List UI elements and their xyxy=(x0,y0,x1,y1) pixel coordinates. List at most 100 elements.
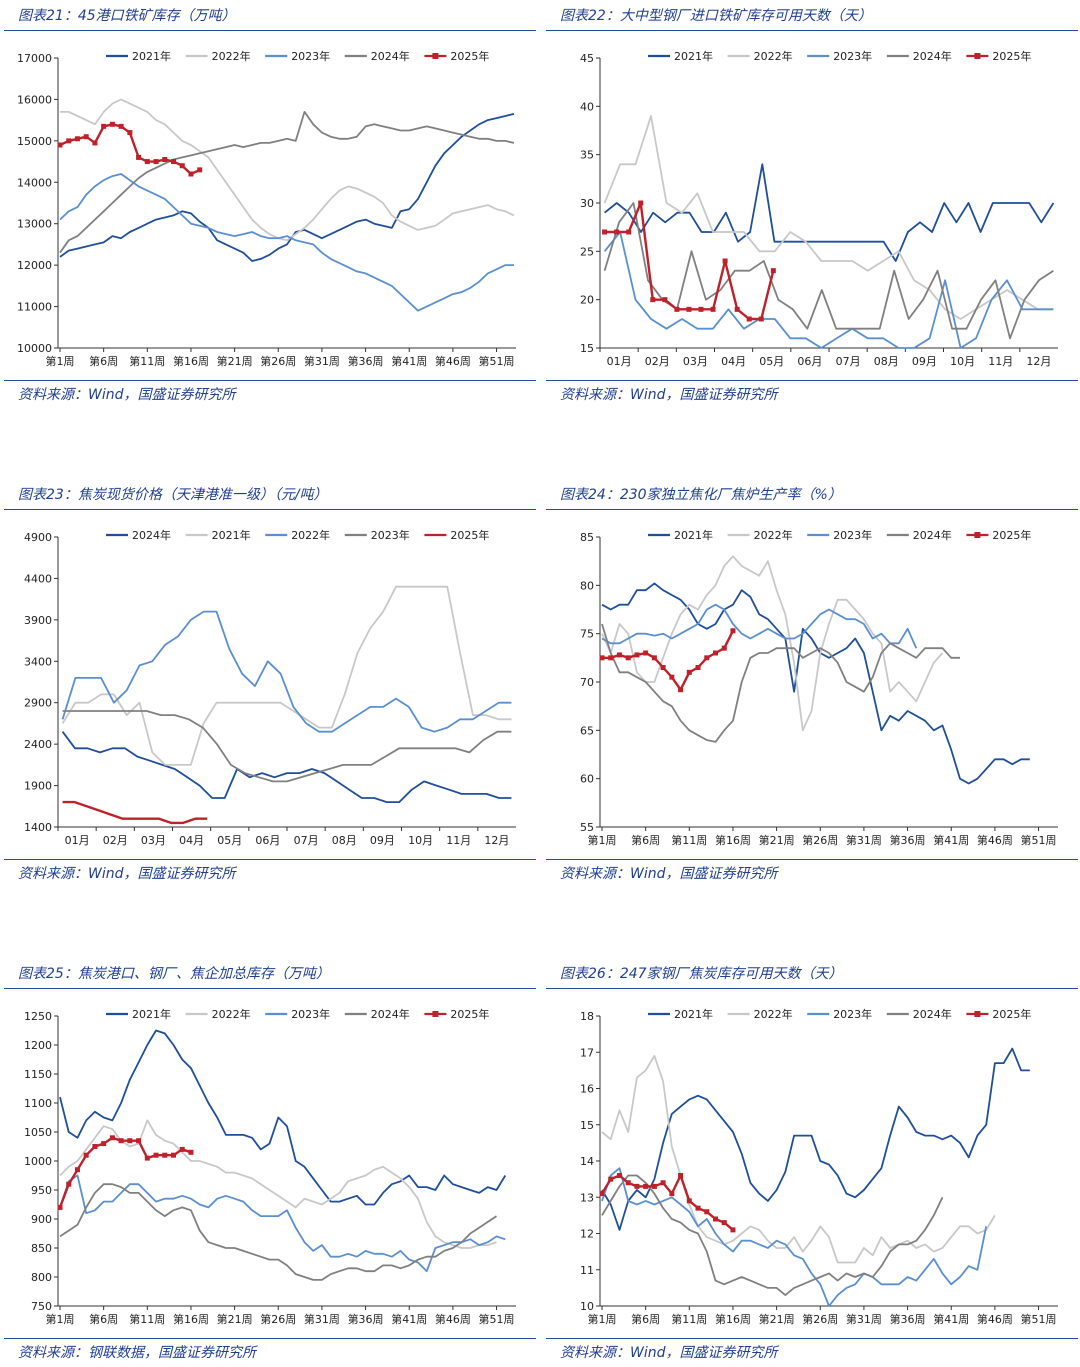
y-tick-label: 1000 xyxy=(24,1155,52,1168)
top-rule xyxy=(546,30,1078,31)
series-line xyxy=(59,113,515,262)
x-tick-label: 第41周 xyxy=(391,354,427,368)
top-rule xyxy=(546,988,1078,989)
chart-title: 图表22：大中型钢厂进口铁矿库存可用天数（天） xyxy=(560,8,872,24)
data-point xyxy=(704,655,710,661)
legend-label: 2025年 xyxy=(450,1007,489,1021)
legend-item: 2025年 xyxy=(424,1007,489,1021)
legend-label: 2023年 xyxy=(291,1007,330,1021)
y-tick-label: 1100 xyxy=(24,1097,52,1110)
data-point xyxy=(153,159,159,165)
y-tick-label: 14 xyxy=(580,1155,594,1168)
x-tick-label: 05月 xyxy=(759,355,784,368)
series-line xyxy=(62,710,512,783)
x-tick-label: 第6周 xyxy=(89,1312,118,1326)
legend-item: 2025年 xyxy=(424,49,489,63)
data-point xyxy=(669,1191,675,1197)
y-tick-label: 850 xyxy=(31,1242,52,1255)
y-tick-label: 14000 xyxy=(17,176,52,189)
x-tick-label: 第11周 xyxy=(129,354,165,368)
series-line xyxy=(601,603,918,649)
y-tick-label: 20 xyxy=(580,294,594,307)
chart-panel-5: 图表25：焦炭港口、钢厂、焦企加总库存（万吨） 资料来源：钢联数据，国盛证券研究所… xyxy=(4,962,536,1362)
y-tick-label: 15000 xyxy=(17,135,52,148)
line-chart: 55 60 65 70 75 80 85 第1周 第6周 第11周 第16周 第21周 第26周 第31周… xyxy=(580,528,1058,847)
data-point xyxy=(625,1180,631,1186)
chart-title: 图表21：45港口铁矿库存（万吨） xyxy=(18,8,236,24)
y-tick-label: 1050 xyxy=(24,1126,52,1139)
y-tick-label: 4400 xyxy=(24,572,52,585)
data-point xyxy=(643,650,649,656)
data-point xyxy=(698,306,704,312)
x-tick-label: 第1周 xyxy=(588,1312,617,1326)
data-point xyxy=(92,1144,98,1149)
x-tick-label: 第1周 xyxy=(588,833,617,847)
data-point xyxy=(109,1135,115,1141)
y-tick-label: 10000 xyxy=(17,342,52,355)
series-line xyxy=(59,1119,497,1249)
y-tick-label: 4900 xyxy=(24,531,52,544)
series-line xyxy=(61,585,512,766)
series-line xyxy=(603,231,1054,349)
x-tick-label: 08月 xyxy=(332,834,357,847)
data-point xyxy=(660,665,666,670)
data-point xyxy=(710,306,716,312)
y-tick-label: 30 xyxy=(580,197,594,210)
data-point xyxy=(602,229,608,235)
legend-label: 2024年 xyxy=(913,528,952,542)
y-tick-label: 15 xyxy=(580,1119,594,1132)
y-tick-label: 950 xyxy=(31,1184,52,1197)
data-point xyxy=(634,652,640,658)
x-tick-label: 12月 xyxy=(484,834,509,847)
bottom-rule xyxy=(4,859,536,860)
series-line xyxy=(60,98,515,242)
data-point xyxy=(83,134,89,140)
data-point xyxy=(74,136,80,142)
data-point xyxy=(171,159,176,165)
data-point xyxy=(614,229,620,235)
y-tick-label: 17 xyxy=(580,1046,594,1059)
x-tick-label: 02月 xyxy=(103,834,128,847)
data-point xyxy=(660,1180,666,1186)
data-point xyxy=(730,1227,736,1233)
bottom-rule xyxy=(4,380,536,381)
data-point xyxy=(730,628,736,634)
y-tick-label: 12 xyxy=(580,1228,594,1241)
bottom-rule xyxy=(546,380,1078,381)
legend-label: 2022年 xyxy=(754,49,793,63)
legend-item: 2022年 xyxy=(727,49,793,63)
legend-label: 2024年 xyxy=(371,49,410,63)
data-point xyxy=(662,297,668,303)
x-tick-label: 10月 xyxy=(950,355,975,368)
legend-label: 2023年 xyxy=(833,49,872,63)
data-point xyxy=(608,1176,614,1182)
series-line xyxy=(59,1183,497,1281)
bottom-rule xyxy=(546,1338,1078,1339)
legend-label: 2022年 xyxy=(212,1007,251,1021)
chart-panel-6: 图表26：247家钢厂焦炭库存可用天数（天） 资料来源：Wind，国盛证券研究所 1… xyxy=(546,962,1078,1362)
x-tick-label: 第1周 xyxy=(46,354,75,368)
series-line xyxy=(601,623,960,743)
y-tick-label: 60 xyxy=(580,773,594,786)
series-line xyxy=(603,115,1054,320)
y-tick-label: 13 xyxy=(580,1191,594,1204)
x-tick-label: 06月 xyxy=(797,355,822,368)
x-tick-label: 第46周 xyxy=(435,354,471,368)
data-point xyxy=(57,1204,63,1210)
data-point xyxy=(616,1173,622,1178)
x-tick-label: 第51周 xyxy=(1021,833,1057,847)
data-point xyxy=(179,163,185,169)
x-tick-label: 09月 xyxy=(370,834,395,847)
legend-item: 2021年 xyxy=(648,49,713,63)
y-tick-label: 16000 xyxy=(17,93,52,106)
data-point xyxy=(599,655,605,661)
legend-item: 2023年 xyxy=(344,528,410,542)
series-line xyxy=(59,1174,506,1273)
y-tick-label: 45 xyxy=(580,52,594,65)
legend-item: 2023年 xyxy=(265,49,330,63)
x-tick-label: 10月 xyxy=(408,834,433,847)
data-point xyxy=(92,140,98,146)
x-tick-label: 第26周 xyxy=(260,1312,296,1326)
legend-item: 2022年 xyxy=(727,528,793,542)
series-line xyxy=(601,1167,988,1307)
